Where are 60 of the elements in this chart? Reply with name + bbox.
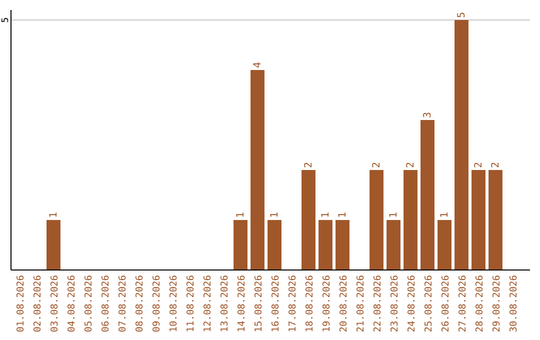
x-tick-label: 07.08.2026 [118, 274, 128, 332]
x-tick-label: 30.08.2026 [508, 274, 520, 332]
x-tick-label: 01.08.2026 [16, 274, 26, 332]
data-label: 3 [422, 112, 434, 118]
bar [404, 170, 418, 270]
x-tick-label: 13.08.2026 [220, 274, 230, 332]
data-label: 2 [474, 162, 484, 168]
data-label: 2 [490, 162, 502, 168]
x-tick-label: 05.08.2026 [84, 274, 94, 332]
x-tick-label: 17.08.2026 [288, 274, 298, 332]
x-tick-label: 02.08.2026 [32, 274, 44, 332]
bar [488, 170, 502, 270]
x-tick-label: 15.08.2026 [254, 274, 264, 332]
x-tick-label: 20.08.2026 [338, 274, 350, 332]
data-label: 1 [338, 212, 348, 218]
x-tick-label: 08.08.2026 [134, 274, 146, 332]
x-tick-label: 19.08.2026 [322, 274, 332, 332]
x-tick-label: 21.08.2026 [356, 274, 366, 332]
data-label: 1 [48, 212, 60, 218]
data-label: 1 [320, 212, 332, 218]
bar [302, 170, 316, 270]
x-tick-label: 03.08.2026 [50, 274, 60, 332]
bar [438, 220, 452, 270]
data-label: 1 [440, 212, 450, 218]
x-tick-label: 14.08.2026 [236, 274, 248, 332]
bar [370, 170, 384, 270]
x-tick-label: 24.08.2026 [406, 274, 418, 332]
bar [336, 220, 350, 270]
data-label: 1 [236, 212, 246, 218]
x-tick-label: 27.08.2026 [458, 274, 468, 332]
bar [386, 220, 400, 270]
x-tick-label: 29.08.2026 [492, 274, 502, 332]
data-label: 4 [252, 62, 264, 68]
x-tick-label: 10.08.2026 [168, 274, 180, 332]
bar [454, 20, 468, 270]
data-label: 1 [388, 212, 400, 218]
x-tick-label: 16.08.2026 [270, 274, 282, 332]
data-label: 1 [270, 212, 280, 218]
x-tick-label: 09.08.2026 [152, 274, 162, 332]
bar [250, 70, 264, 270]
bar [472, 170, 486, 270]
data-label: 2 [304, 162, 314, 168]
bar [234, 220, 248, 270]
x-tick-label: 04.08.2026 [66, 274, 78, 332]
x-tick-label: 25.08.2026 [424, 274, 434, 332]
bar [46, 220, 60, 270]
x-tick-label: 26.08.2026 [440, 274, 452, 332]
x-tick-label: 28.08.2026 [474, 274, 486, 332]
x-tick-label: 22.08.2026 [372, 274, 384, 332]
bar [420, 120, 434, 270]
data-label: 5 [456, 12, 468, 18]
x-tick-label: 11.08.2026 [186, 274, 196, 332]
bar [318, 220, 332, 270]
data-label: 2 [406, 162, 416, 168]
x-tick-label: 12.08.2026 [202, 274, 214, 332]
x-tick-label: 18.08.2026 [304, 274, 316, 332]
data-label: 2 [372, 162, 382, 168]
bar [268, 220, 282, 270]
x-tick-label: 23.08.2026 [390, 274, 400, 332]
x-tick-label: 06.08.2026 [100, 274, 112, 332]
